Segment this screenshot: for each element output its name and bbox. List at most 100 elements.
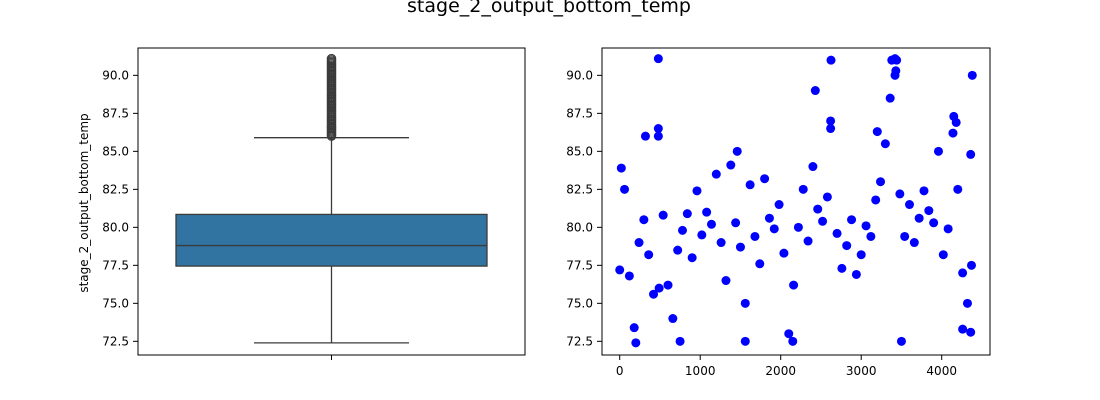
scatter-y-tick-label: 75.0 — [566, 296, 593, 310]
scatter-point — [745, 180, 755, 190]
scatter-points — [615, 54, 977, 348]
scatter-point — [953, 184, 963, 194]
scatter-y-tick-label: 82.5 — [566, 182, 593, 196]
scatter-point — [629, 323, 639, 333]
scatter-point — [784, 329, 794, 339]
scatter-point — [803, 236, 813, 246]
scatter-point — [620, 184, 630, 194]
scatter-point — [866, 231, 876, 241]
scatter-point — [966, 260, 976, 270]
boxplot-y-axis-label: stage_2_output_bottom_temp — [77, 113, 91, 292]
scatter-point — [640, 131, 650, 141]
scatter-x-tick-label: 4000 — [926, 364, 957, 378]
scatter-x-tick-label: 1000 — [685, 364, 716, 378]
scatter-point — [644, 250, 654, 260]
scatter-point — [631, 338, 641, 348]
scatter-point — [919, 186, 929, 196]
boxplot-y-tick-label: 87.5 — [102, 106, 129, 120]
scatter-point — [962, 298, 972, 308]
scatter-point — [798, 184, 808, 194]
boxplot-y-tick-label: 85.0 — [102, 144, 129, 158]
scatter-point — [871, 195, 881, 205]
scatter-point — [876, 177, 886, 187]
scatter-point — [856, 250, 866, 260]
boxplot-y-tick-label: 72.5 — [102, 334, 129, 348]
scatter-point — [822, 192, 832, 202]
scatter-point — [793, 222, 803, 232]
scatter-x-tick-label: 3000 — [846, 364, 877, 378]
boxplot-box — [175, 213, 488, 267]
boxplot-elements — [175, 53, 488, 344]
scatter-point — [880, 139, 890, 149]
scatter-y-tick-label: 80.0 — [566, 220, 593, 234]
scatter-point — [847, 215, 857, 225]
scatter-point — [774, 200, 784, 210]
scatter-point — [654, 283, 664, 293]
scatter-point — [732, 146, 742, 156]
scatter-point — [966, 149, 976, 159]
scatter-point — [731, 218, 741, 228]
scatter-point — [948, 128, 958, 138]
scatter-point — [872, 127, 882, 137]
scatter-point — [702, 207, 712, 217]
scatter-point — [653, 124, 663, 134]
scatter-point — [624, 271, 634, 281]
scatter-point — [663, 280, 673, 290]
boxplot-y-tick-label: 82.5 — [102, 182, 129, 196]
scatter-point — [740, 336, 750, 346]
figure-title: stage_2_output_bottom_temp — [407, 0, 691, 17]
scatter-point — [697, 230, 707, 240]
scatter-panel: 72.5 75.0 77.5 80.0 82.5 85.0 87.5 90.0 0 1000 200… — [566, 47, 991, 378]
boxplot-y-tick-label: 80.0 — [102, 220, 129, 234]
scatter-x-tick-label: 0 — [616, 364, 624, 378]
scatter-point — [769, 224, 779, 234]
scatter-point — [943, 224, 953, 234]
scatter-point — [826, 55, 836, 65]
scatter-point — [760, 174, 770, 184]
scatter-point — [639, 215, 649, 225]
scatter-point — [711, 169, 721, 179]
scatter-point — [716, 238, 726, 248]
scatter-point — [649, 289, 659, 299]
scatter-point — [861, 221, 871, 231]
boxplot-outlier — [326, 53, 337, 64]
scatter-point — [885, 93, 895, 103]
scatter-axes-frame — [601, 47, 991, 356]
scatter-point — [909, 238, 919, 248]
scatter-x-tick-label: 2000 — [765, 364, 796, 378]
scatter-point — [668, 314, 678, 324]
scatter-point — [616, 163, 626, 173]
scatter-point — [851, 269, 861, 279]
scatter-point — [832, 228, 842, 238]
boxplot-y-tick-label: 90.0 — [102, 68, 129, 82]
scatter-point — [740, 298, 750, 308]
scatter-point — [779, 248, 789, 258]
scatter-point — [951, 117, 961, 127]
scatter-point — [924, 206, 934, 216]
scatter-point — [958, 324, 968, 334]
scatter-point — [692, 186, 702, 196]
scatter-point — [687, 253, 697, 263]
scatter-point — [905, 200, 915, 210]
scatter-point — [735, 242, 745, 252]
scatter-point — [938, 250, 948, 260]
scatter-point — [653, 54, 663, 64]
scatter-point — [900, 231, 910, 241]
scatter-y-tick-label: 72.5 — [566, 334, 593, 348]
scatter-point — [653, 131, 663, 141]
scatter-y-tick-label: 87.5 — [566, 106, 593, 120]
scatter-point — [675, 336, 685, 346]
scatter-point — [788, 336, 798, 346]
scatter-point — [895, 189, 905, 199]
scatter-point — [813, 204, 823, 214]
scatter-y-tick-label: 77.5 — [566, 258, 593, 272]
scatter-point — [658, 210, 668, 220]
scatter-point — [789, 280, 799, 290]
scatter-point — [615, 265, 625, 275]
scatter-point — [958, 268, 968, 278]
scatter-point — [967, 70, 977, 80]
scatter-point — [673, 245, 683, 255]
scatter-point — [914, 213, 924, 223]
scatter-point — [706, 219, 716, 229]
